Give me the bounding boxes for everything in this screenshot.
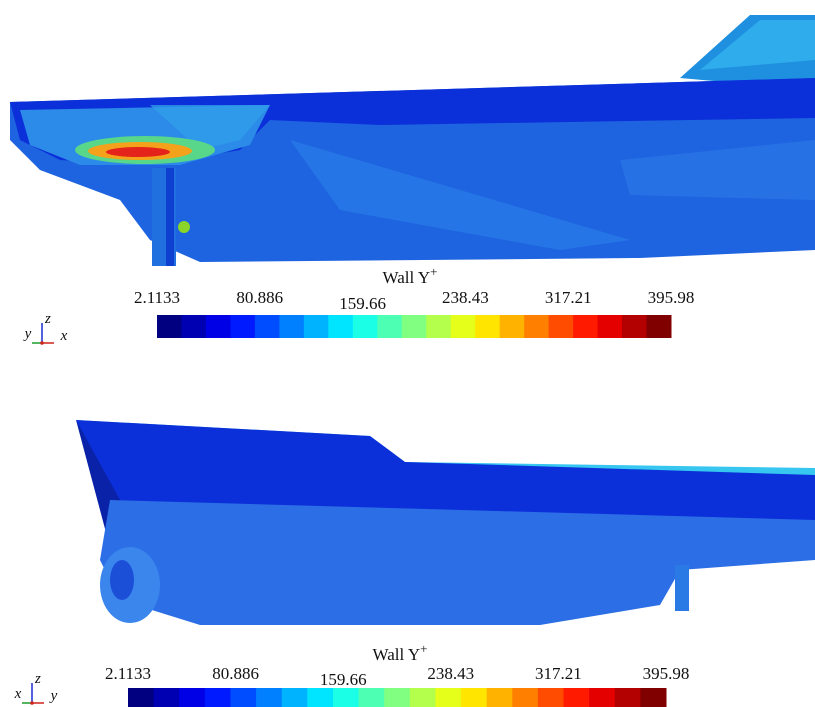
colorbar-segment [384,688,410,707]
colorbar-tick-label: 2.1133 [105,664,151,683]
colorbar-tick-label: 159.66 [320,670,367,689]
colorbar-segment [402,315,427,338]
colorbar-tick-label: 395.98 [643,664,690,683]
colorbar-title-superscript: + [430,264,437,279]
colorbar-segment [157,315,182,338]
triad-label: z [44,311,51,327]
colorbar-segment [179,688,205,707]
colorbar-segment [353,315,378,338]
colorbar-segment [304,315,329,338]
colorbar-tick-label: 238.43 [442,288,489,307]
colorbar-segment [377,315,402,338]
colorbar-segment [359,688,385,707]
colorbar-tick-label: 317.21 [545,288,592,307]
colorbar-segment [255,315,280,338]
colorbar-segment [206,315,231,338]
colorbar-tick-label: 159.66 [339,294,386,313]
colorbar-segment [475,315,500,338]
triad-label: y [23,326,32,342]
colorbar-segment [328,315,353,338]
colorbar-segment [500,315,525,338]
colorbar-segment [230,315,255,338]
colorbar-segment [598,315,623,338]
colorbar-segment [487,688,513,707]
colorbar-title-text: Wall Y [383,268,431,287]
colorbar-segment [282,688,308,707]
colorbar-segment [573,315,598,338]
axis-triad: zy x [23,311,68,345]
colorbar-tick-label: 80.886 [212,664,259,683]
colorbar-segment [410,688,436,707]
colorbar-tick-label: 395.98 [648,288,695,307]
colorbar-segment [615,688,641,707]
colorbar-title: Wall Y+ [383,264,438,287]
axis-triad: zx y [14,671,58,705]
colorbar-segment [333,688,359,707]
figure: Wall Y+2.113380.886159.66238.43317.21395… [0,0,815,707]
colorbar-title-text: Wall Y [373,645,421,664]
colorbar-segment [549,315,574,338]
colorbar-segment [622,315,647,338]
colorbar-title-superscript: + [420,641,427,656]
colorbar-tick-label: 238.43 [427,664,474,683]
colorbar-segment [640,688,666,707]
ship-top-view [10,15,815,266]
colorbar-segment [230,688,256,707]
triad-label: x [60,328,68,344]
colorbar-segment [307,688,333,707]
colorbar-segment [128,688,154,707]
colorbar-tick-label: 2.1133 [134,288,180,307]
colorbar-segment [181,315,206,338]
triad-label: y [49,688,58,704]
colorbar-tick-label: 80.886 [236,288,283,307]
colorbar-segment [647,315,672,338]
colorbar-segment [538,688,564,707]
colorbar-segment [512,688,538,707]
colorbar-segment [451,315,476,338]
colorbar-segment [256,688,282,707]
colorbar-segment [524,315,549,338]
triad-label: x [14,686,22,702]
colorbar-title: Wall Y+ [373,641,428,664]
colorbar-segment [564,688,590,707]
colorbar-segment [461,688,487,707]
colorbar-segment [435,688,461,707]
colorbar-segment [205,688,231,707]
triad-origin [40,341,44,345]
colorbar-tick-label: 317.21 [535,664,582,683]
ship-bottom-view [76,420,815,625]
colorbar-segment [589,688,615,707]
colorbar-segment [279,315,304,338]
triad-label: z [34,671,41,687]
colorbar-segment [426,315,451,338]
colorbar-segment [154,688,180,707]
triad-origin [30,701,34,705]
